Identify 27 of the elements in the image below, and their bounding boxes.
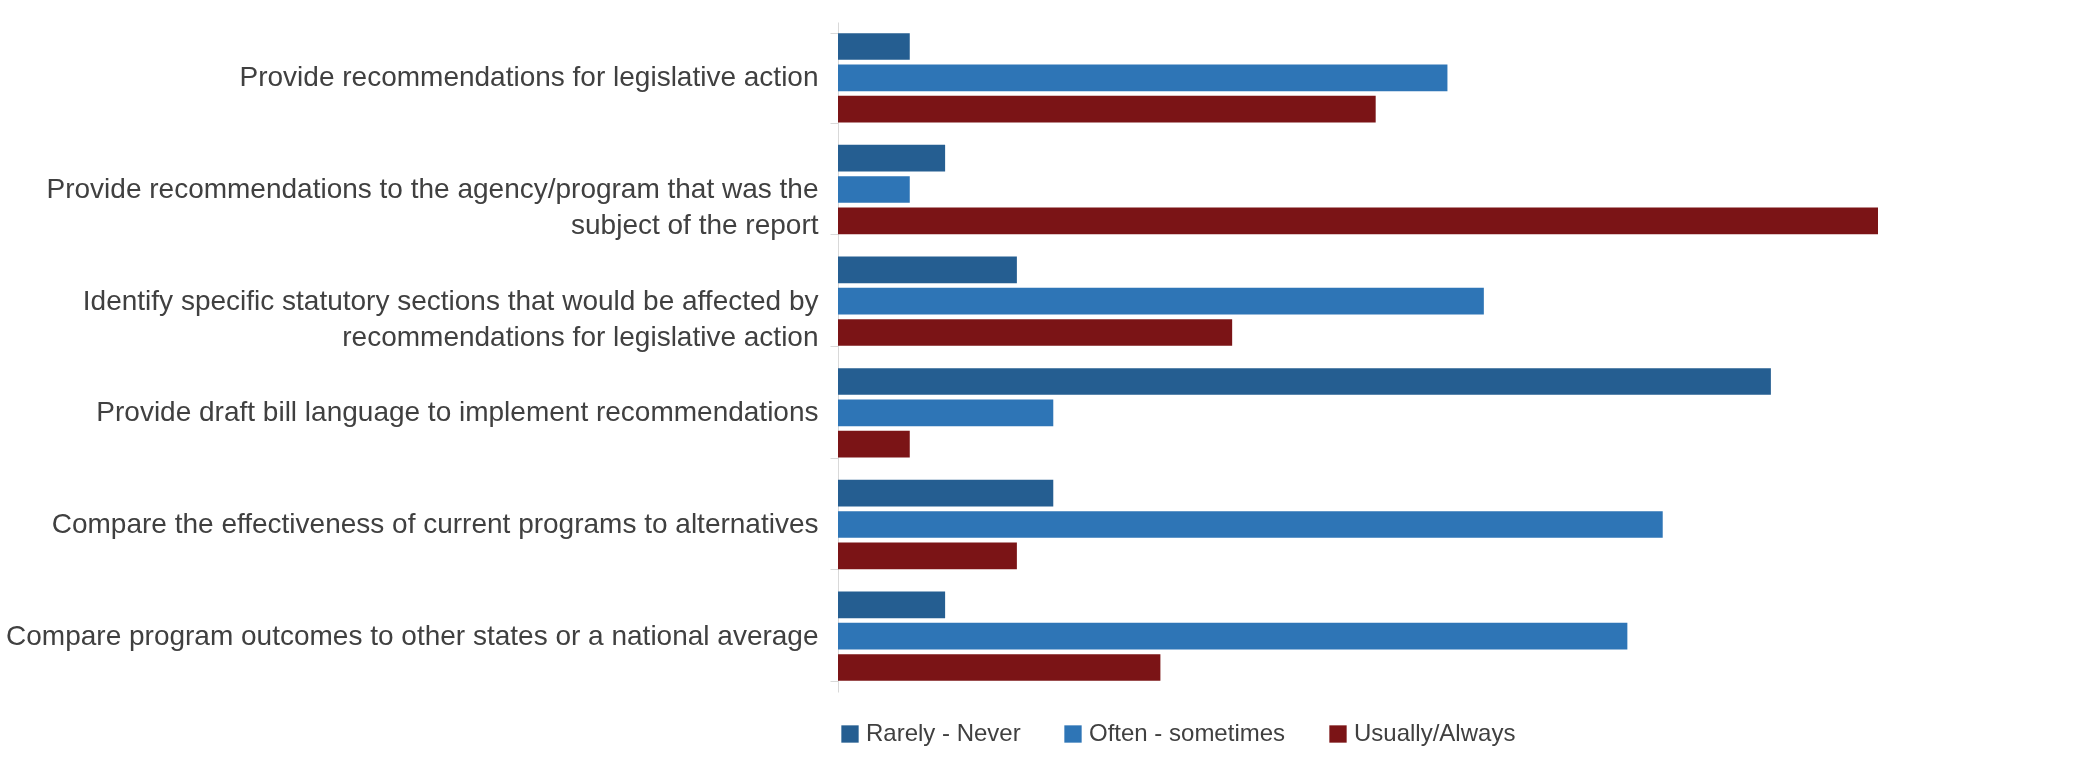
bar [838, 399, 1054, 427]
bar [838, 622, 1628, 650]
bar [838, 287, 1484, 315]
bar [838, 511, 1663, 538]
bar [838, 591, 946, 619]
bar [838, 144, 946, 172]
bar [838, 95, 1376, 123]
y-tick-label: Compare program outcomes to other states or a national average [6, 619, 819, 651]
legend-label: Usually/Always [1354, 719, 1516, 746]
y-tick-label: Provide draft bill language to implement recommendations [96, 396, 819, 428]
bar [838, 33, 910, 60]
bar [838, 430, 910, 458]
bar [838, 207, 1878, 235]
y-tick-label: Compare the effectiveness of current programs to alternatives [51, 508, 819, 539]
bar [838, 654, 1161, 681]
legend-label: Rarely - Never [866, 719, 1021, 746]
bar [838, 479, 1054, 507]
bar [838, 256, 1017, 284]
y-tick-label: Provide recommendations for legislative action [239, 61, 819, 93]
legend-label: Often - sometimes [1089, 719, 1286, 746]
y-tick-label: Identify specific statutory sections that would be affected by recommendations for legislative action [82, 284, 819, 352]
bar [838, 319, 1233, 346]
y-tick-label: Provide recommendations to the agency/program that was the subject of the report [46, 173, 819, 240]
bar [838, 176, 910, 203]
bar [838, 368, 1771, 395]
bar [838, 542, 1017, 570]
bar [838, 64, 1448, 92]
